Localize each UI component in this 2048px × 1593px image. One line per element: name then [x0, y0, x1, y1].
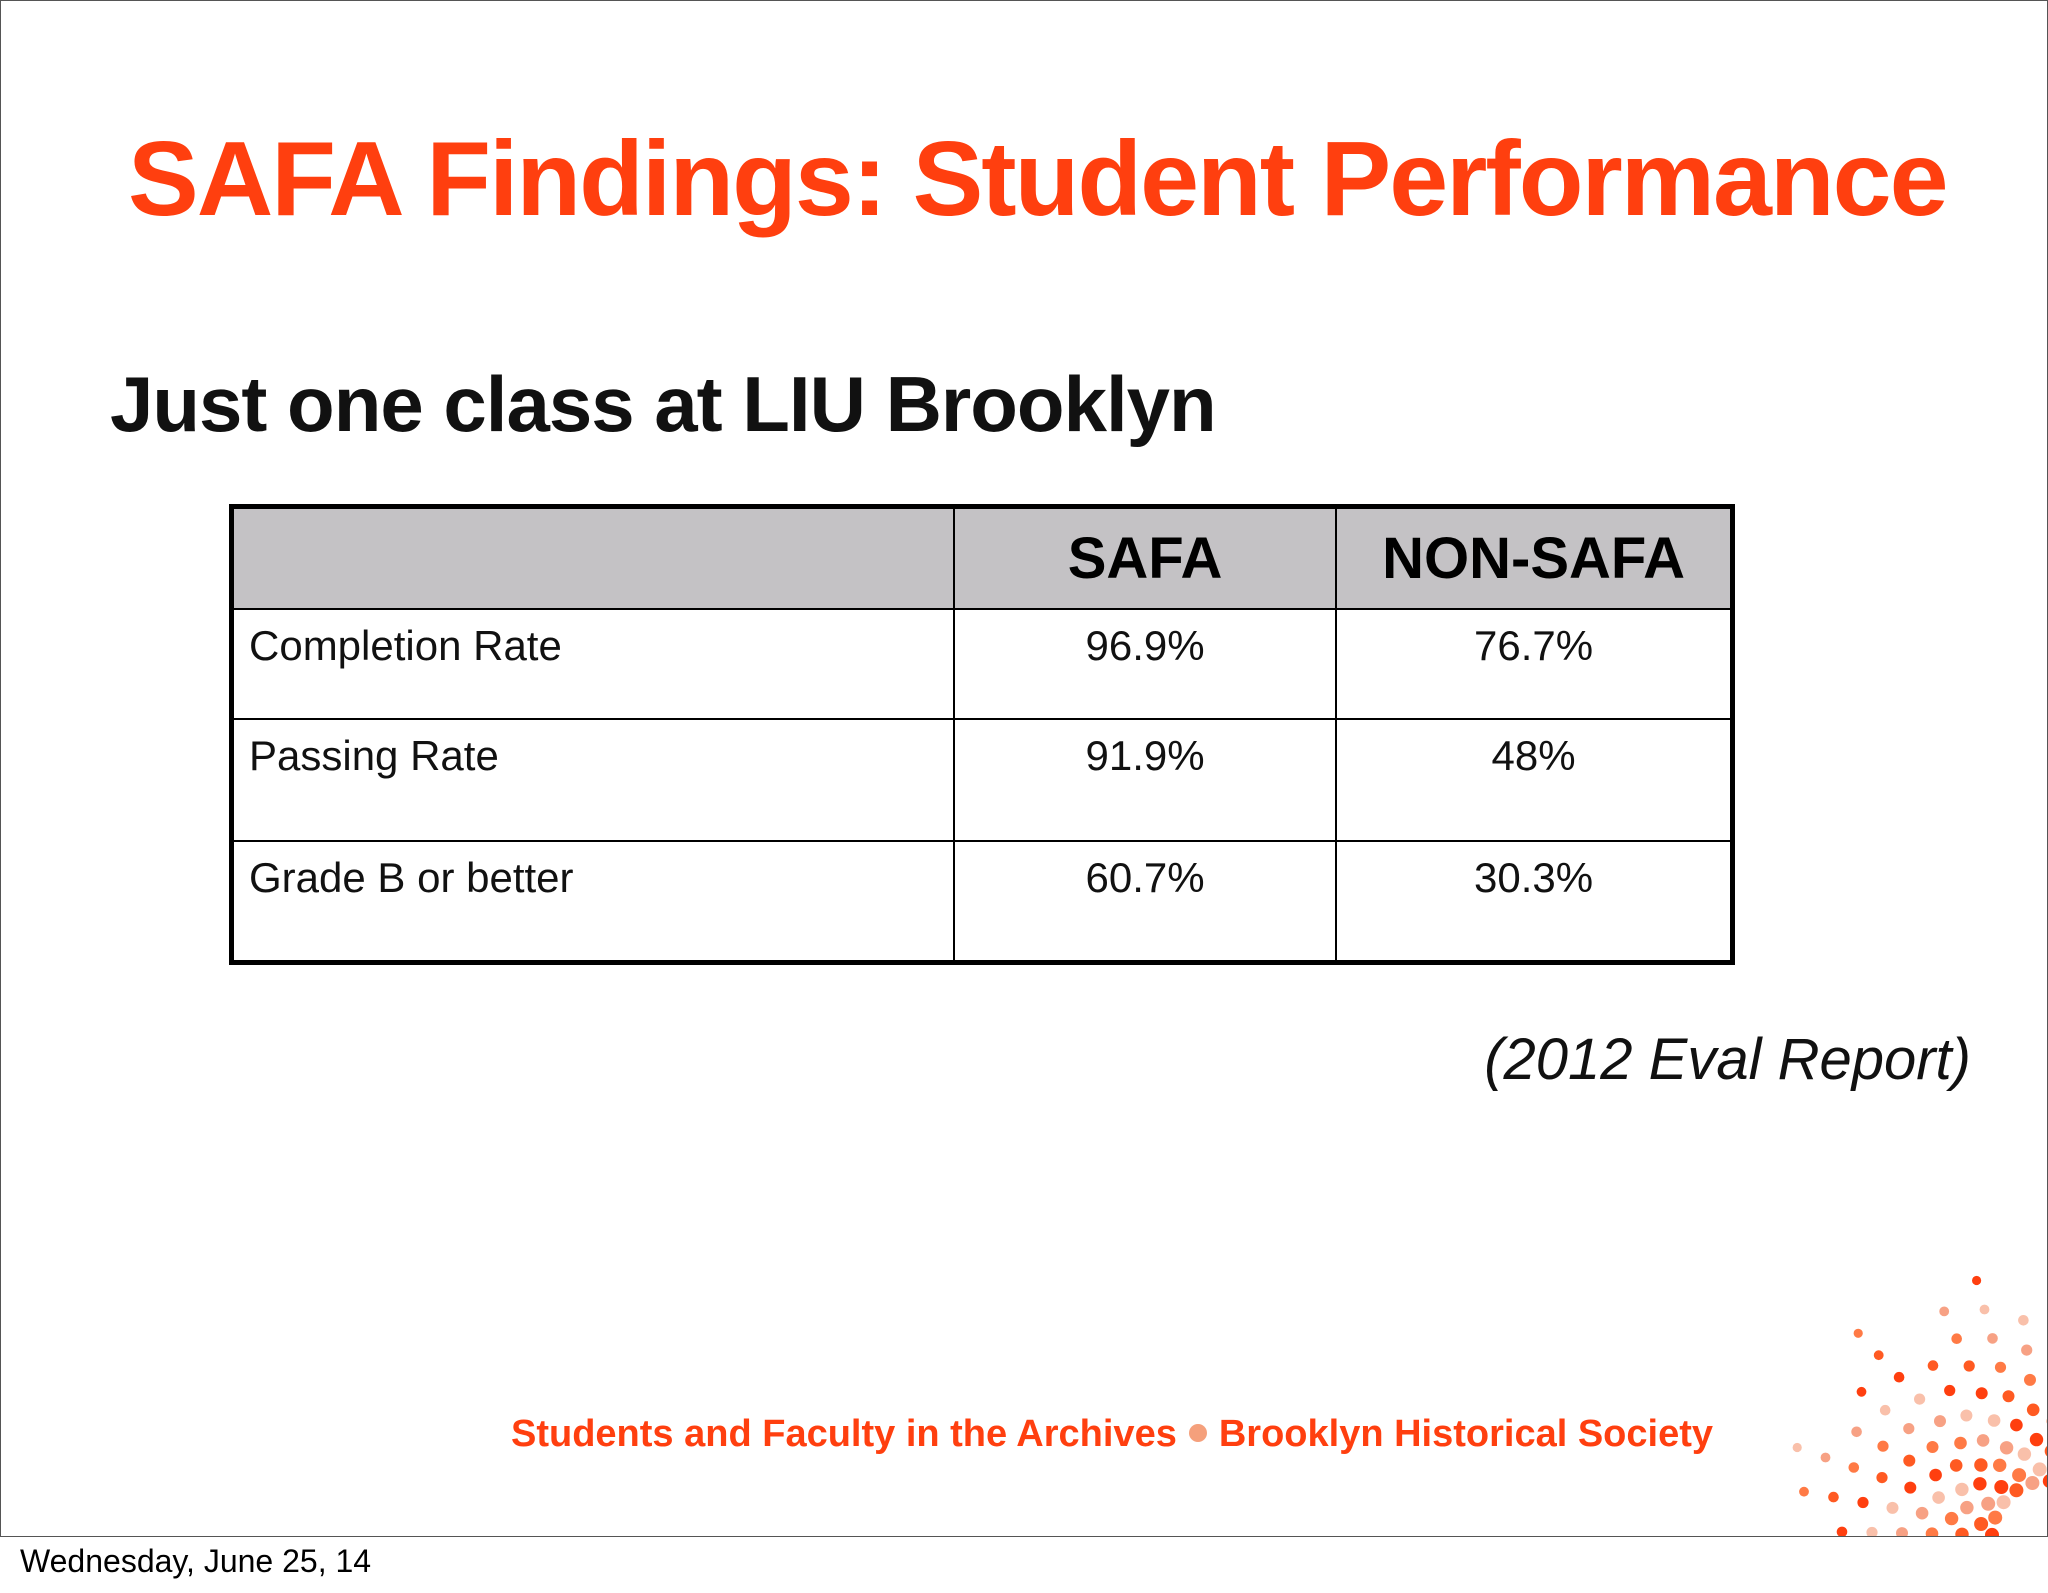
- citation: (2012 Eval Report): [1484, 1027, 1971, 1092]
- slide-subtitle: Just one class at LIU Brooklyn: [110, 360, 1217, 448]
- logo-dot: [1877, 1440, 1889, 1452]
- logo-dot: [1820, 1452, 1831, 1463]
- logo-dot: [1960, 1409, 1973, 1422]
- logo-dot: [1836, 1526, 1848, 1536]
- logo-dot: [1987, 1333, 1998, 1344]
- logo-dot: [2032, 1462, 2047, 1477]
- logo-dot: [1975, 1387, 1988, 1400]
- logo-dot: [1999, 1441, 2014, 1455]
- footer-program-name: Students and Faculty in the Archives: [511, 1413, 1177, 1455]
- logo-dot: [1974, 1517, 1989, 1531]
- logo-dot: [2025, 1476, 2040, 1490]
- logo-dot: [1876, 1472, 1888, 1484]
- logo-dot: [2029, 1432, 2044, 1447]
- logo-dot: [1994, 1480, 2009, 1494]
- logo-dot: [1994, 1361, 2007, 1373]
- table-row: Completion Rate 96.9% 76.7%: [230, 607, 1734, 720]
- logo-dot: [1934, 1415, 1946, 1428]
- logo-dot: [1955, 1527, 1969, 1536]
- logo-dot: [1925, 1527, 1939, 1536]
- logo-dot: [1926, 1441, 1939, 1453]
- logo-dot: [1851, 1426, 1862, 1438]
- logo-dot: [1976, 1434, 1990, 1447]
- logo-dot: [2042, 1474, 2047, 1488]
- table-header-non-safa: NON-SAFA: [1335, 505, 1734, 610]
- non-safa-value: 30.3%: [1335, 839, 1734, 964]
- logo-dot: [1848, 1462, 1860, 1473]
- logo-dot: [1944, 1384, 1956, 1397]
- footer-organization-name: Brooklyn Historical Society: [1218, 1413, 1713, 1455]
- logo-dot: [1974, 1458, 1988, 1472]
- logo-dot: [1915, 1506, 1929, 1520]
- logo-dot: [1856, 1386, 1867, 1397]
- logo-dot: [1929, 1468, 1942, 1482]
- logo-dot: [1954, 1436, 1967, 1450]
- logo-dot: [1955, 1482, 1969, 1497]
- logo-dot: [2044, 1446, 2047, 1457]
- table-header-row: SAFA NON-SAFA: [230, 505, 1734, 610]
- logo-dot: [2012, 1468, 2027, 1483]
- logo-dot: [1987, 1414, 2001, 1427]
- logo-dot: [2024, 1373, 2036, 1386]
- logo-dot: [1914, 1393, 1926, 1405]
- logo-dot: [1904, 1481, 1917, 1494]
- logo-dot: [2026, 1403, 2040, 1417]
- status-bar: [0, 1537, 2048, 1593]
- logo-dot: [1960, 1500, 1974, 1515]
- logo-dot: [1972, 1275, 1982, 1286]
- logo-dot: [2021, 1344, 2033, 1356]
- slide-title: SAFA Findings: Student Performance: [128, 120, 1949, 238]
- logo-dot: [1927, 1360, 1939, 1371]
- row-label: Passing Rate: [230, 717, 955, 842]
- logo-dot: [1866, 1526, 1878, 1536]
- logo-dot: [1857, 1496, 1869, 1509]
- logo-dot: [1981, 1496, 1996, 1511]
- logo-dot: [2017, 1447, 2032, 1461]
- safa-value: 91.9%: [952, 717, 1338, 842]
- logo-dot: [1873, 1350, 1884, 1361]
- table-header-safa: SAFA: [952, 505, 1338, 610]
- logo-dot: [1949, 1459, 1963, 1472]
- logo-dot: [1792, 1442, 1802, 1453]
- table-row: Passing Rate 91.9% 48%: [230, 717, 1734, 842]
- logo-dot: [1932, 1491, 1945, 1504]
- table-row: Grade B or better 60.7% 30.3%: [230, 839, 1734, 964]
- results-table: SAFA NON-SAFA Completion Rate 96.9% 76.7…: [229, 504, 1735, 965]
- logo-dot: [1951, 1333, 1962, 1344]
- logo-dot: [1993, 1458, 2007, 1472]
- logo-dot: [1944, 1511, 1959, 1526]
- logo-dot: [2002, 1390, 2015, 1403]
- row-label: Completion Rate: [230, 607, 955, 720]
- footer: Students and Faculty in the Archives Broo…: [511, 1413, 1713, 1456]
- safa-value: 60.7%: [952, 839, 1338, 964]
- logo-dot: [1985, 1527, 1999, 1536]
- safa-value: 96.9%: [952, 607, 1338, 720]
- logo-dot: [1979, 1304, 1990, 1315]
- logo-dot: [1996, 1495, 2011, 1510]
- logo-dot: [1893, 1371, 1905, 1383]
- non-safa-value: 76.7%: [1335, 607, 1734, 720]
- dot-burst-logo-icon: [1792, 1275, 2047, 1536]
- table-header-empty: [230, 505, 955, 610]
- bullet-separator-icon: [1188, 1423, 1207, 1442]
- logo-dot: [1879, 1404, 1891, 1416]
- logo-dot: [1988, 1510, 2003, 1525]
- logo-dot: [1963, 1360, 1975, 1372]
- logo-dot: [1973, 1477, 1987, 1491]
- logo-dot: [1853, 1328, 1863, 1338]
- non-safa-value: 48%: [1335, 717, 1734, 842]
- logo-dot: [1896, 1527, 1908, 1536]
- logo-dot: [1903, 1423, 1915, 1435]
- logo-dot: [1799, 1486, 1809, 1497]
- logo-dot: [2009, 1483, 2024, 1498]
- logo-dot: [1828, 1491, 1839, 1503]
- logo-dot: [1886, 1501, 1899, 1514]
- logo-dot: [1903, 1454, 1916, 1467]
- logo-dot: [1939, 1306, 1950, 1317]
- logo-dot: [2010, 1418, 2023, 1432]
- logo-dot: [2018, 1315, 2029, 1326]
- date-label: Wednesday, June 25, 14: [20, 1543, 372, 1579]
- row-label: Grade B or better: [230, 839, 955, 964]
- slide: SAFA Findings: Student Performance Just …: [0, 0, 2048, 1537]
